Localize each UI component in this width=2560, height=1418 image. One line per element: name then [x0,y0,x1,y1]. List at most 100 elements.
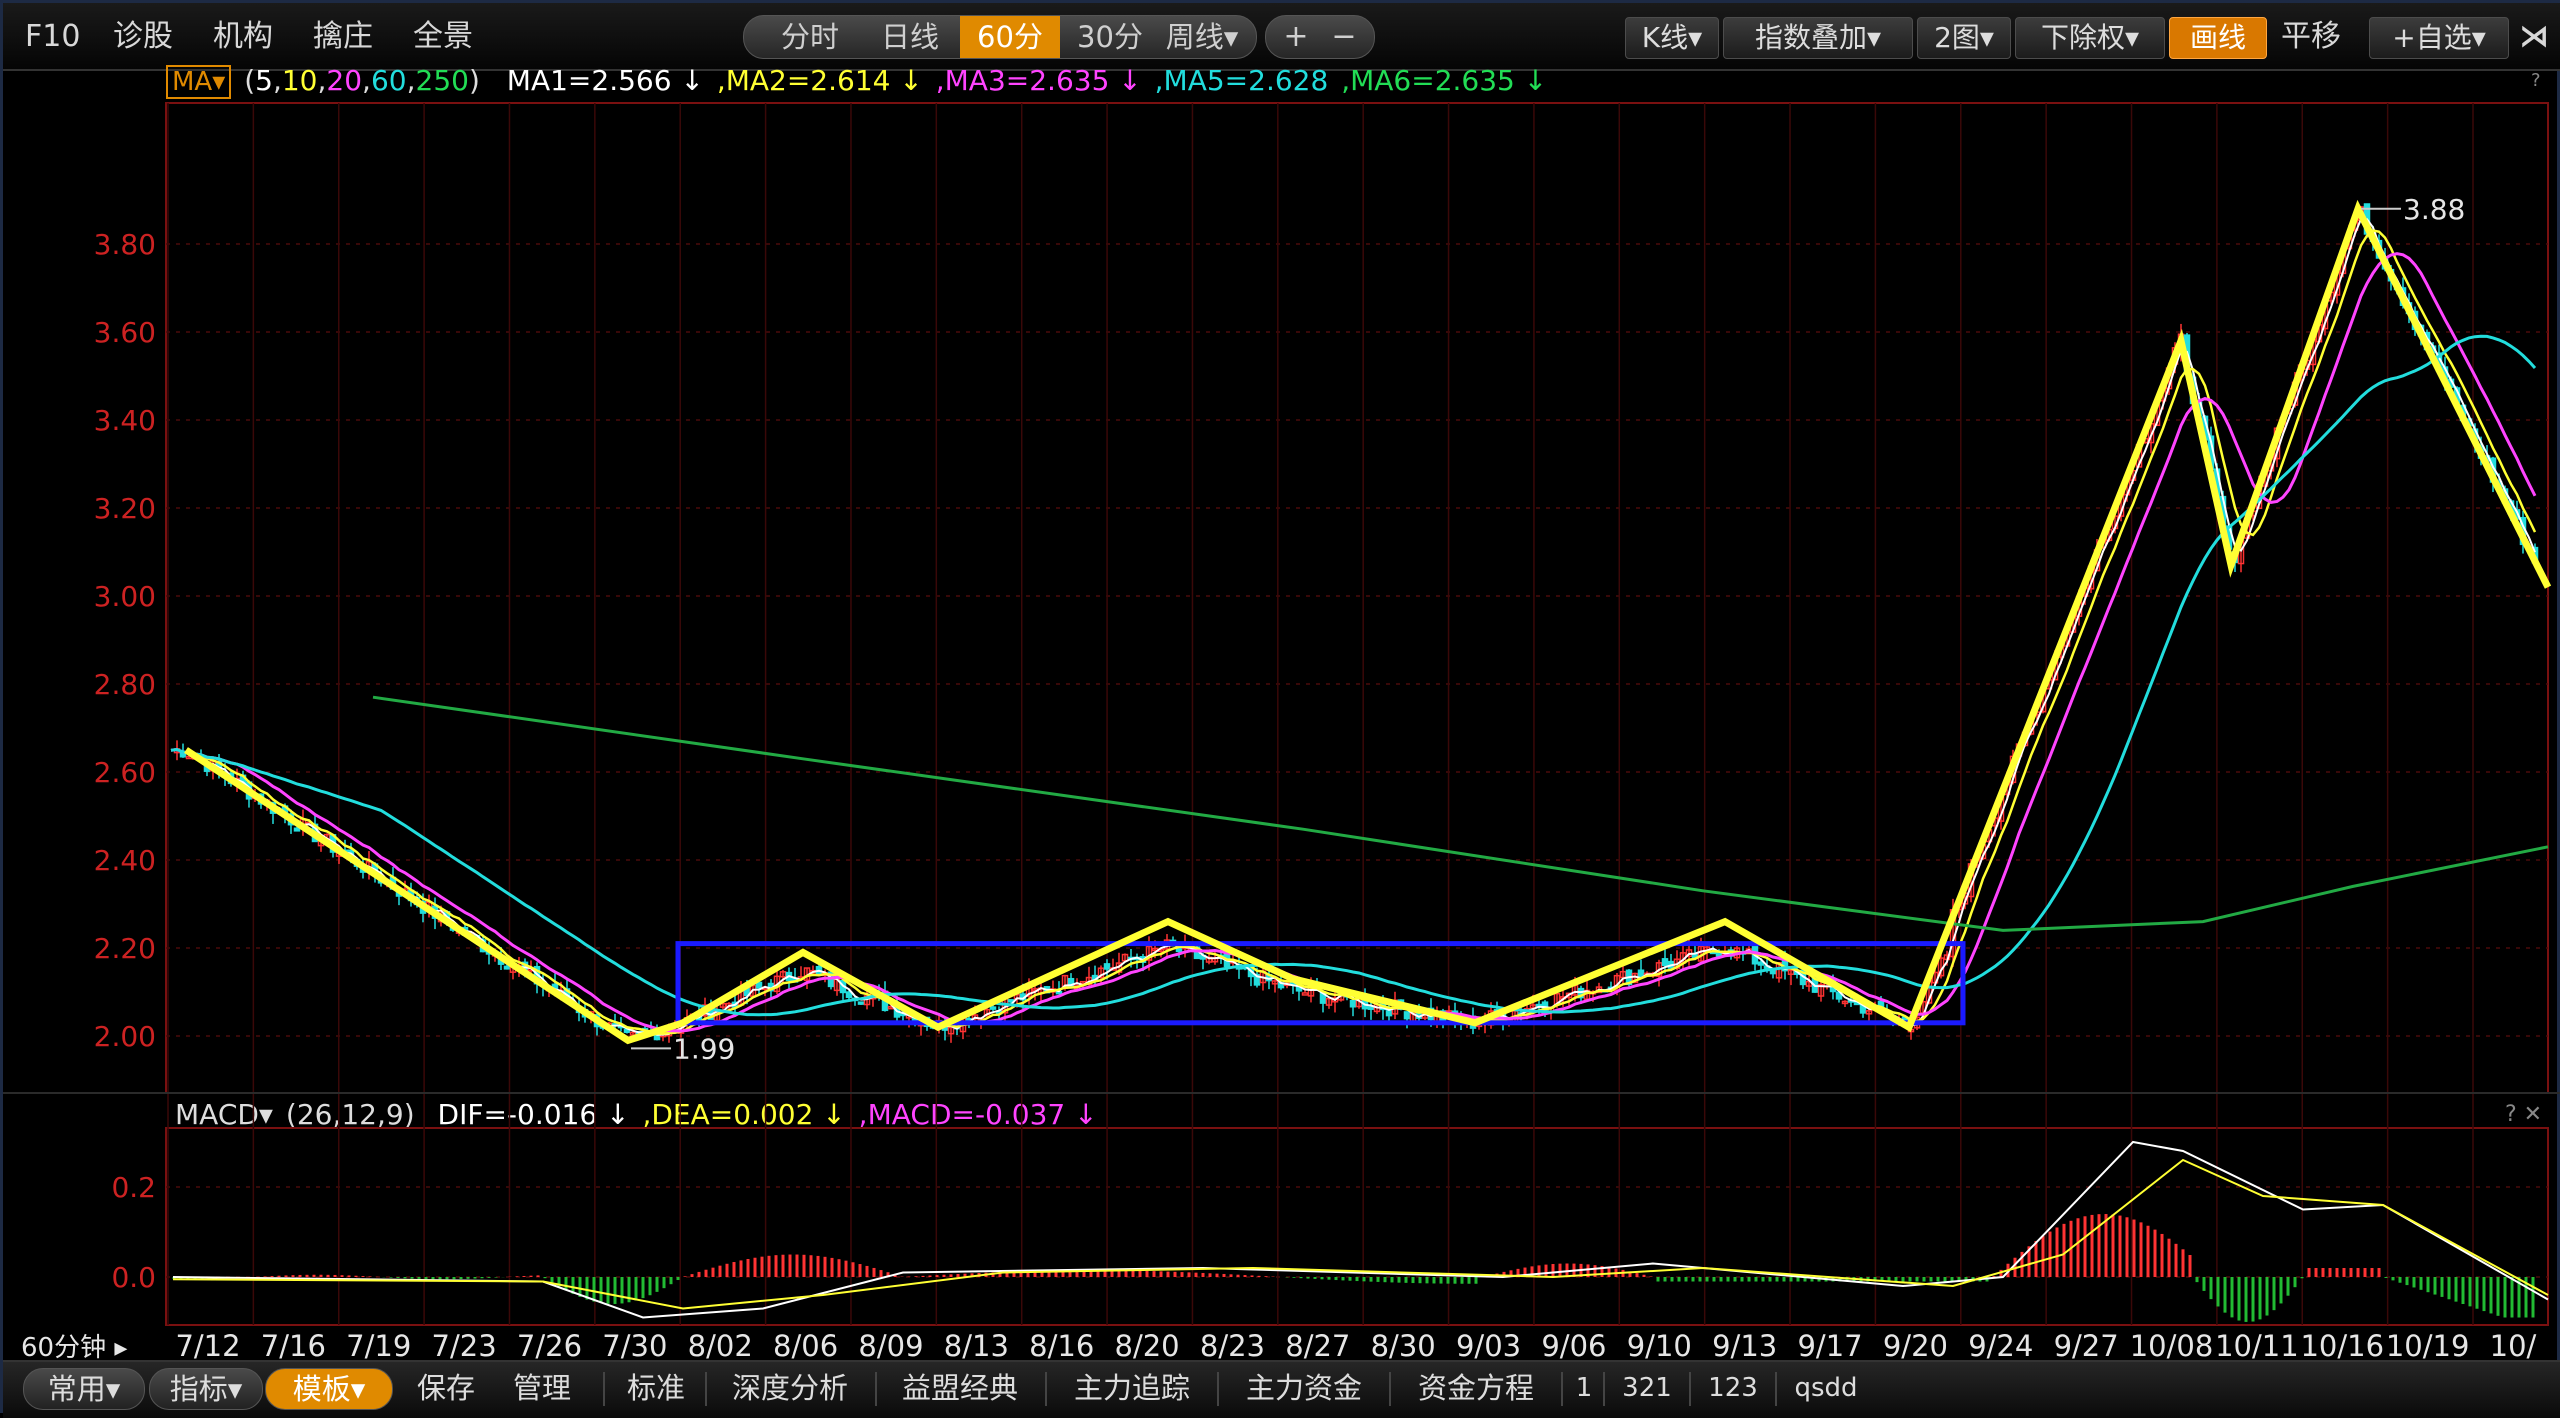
ma-indicator-header: MA▾ (5,10,20,60,250) MA1=2.566 ↓ ,MA2=2.… [166,63,1551,99]
candle-body [719,1002,727,1008]
price-tick-label: 3.40 [94,404,156,437]
time-axis-label: 7/30 [602,1329,667,1360]
time-axis-label: 8/30 [1371,1329,1436,1360]
zoom-out-button[interactable]: − [1331,19,1357,54]
tab-depth-analysis[interactable]: 深度分析 [731,1371,848,1405]
index-overlay-button[interactable]: 指数叠加▾ [1723,17,1913,59]
price-tick-label: 3.80 [94,228,156,261]
candle-body [1145,945,1153,961]
candle-body [293,827,301,832]
template-menu-button[interactable]: 模板▾ [265,1368,393,1410]
candle-body [779,971,787,978]
candle-body [1325,997,1333,1006]
tab-main-force-funds[interactable]: 主力资金 [1245,1371,1362,1405]
time-axis-label: 9/27 [2054,1329,2119,1360]
time-axis-label: 8/27 [1285,1329,1350,1360]
candle-body [1619,970,1627,979]
institution-button[interactable]: 机构 [213,19,273,54]
price-tick-label: 2.20 [94,932,156,965]
panorama-button[interactable]: 全景 [413,19,473,54]
zoom-controls: + − [1265,15,1375,59]
time-axis-label: 9/17 [1797,1329,1862,1360]
divider [875,1372,877,1406]
time-axis-label: 8/23 [1200,1329,1265,1360]
time-axis-label: 8/13 [944,1329,1009,1360]
time-axis-label: 7/23 [432,1329,497,1360]
time-axis-label: 8/02 [688,1329,753,1360]
tab-weekly[interactable]: 周线▾ [1165,20,1239,54]
tab-60min[interactable]: 60分 [960,16,1060,58]
candle-body [629,1031,637,1036]
candle-body [755,981,763,989]
time-axis-label: 8/09 [858,1329,923,1360]
time-axis-label: 10/16 [2300,1329,2384,1360]
ex-rights-button[interactable]: 下除权▾ [2015,17,2165,59]
indicator-menu-button[interactable]: 指标▾ [149,1368,263,1410]
dif-value: DIF=-0.016 ↓ [437,1098,630,1131]
high-price-label: 3.88 [2403,193,2465,226]
time-axis-label: 10/19 [2386,1329,2470,1360]
tab-emoney-classic[interactable]: 益盟经典 [901,1371,1018,1405]
divider [1775,1372,1777,1406]
ma1-value: MA1=2.566 ↓ [506,64,704,97]
ma-selector[interactable]: MA▾ [166,65,232,99]
candle-body [1097,967,1105,979]
ma6-value: ,MA6=2.635 ↓ [1341,64,1548,97]
common-menu-button[interactable]: 常用▾ [23,1368,145,1410]
ma3-value: ,MA3=2.635 ↓ [935,64,1142,97]
low-price-label: 1.99 [673,1032,735,1065]
candle-body [1841,1000,1849,1005]
tab-intraday[interactable]: 分时 [780,20,839,54]
price-tick-label: 3.60 [94,316,156,349]
candle-body [1865,1010,1873,1015]
price-tick-label: 3.20 [94,492,156,525]
catch-dealer-button[interactable]: 擒庄 [313,19,373,54]
tab-qsdd[interactable]: qsdd [1794,1373,1858,1403]
ma-params: (5,10,20,60,250) [244,64,480,97]
draw-line-button[interactable]: 画线 [2169,17,2267,59]
tab-321[interactable]: 321 [1622,1373,1672,1403]
tab-30min[interactable]: 30分 [1077,20,1143,54]
consolidation-box [675,941,1966,1026]
divider [1689,1372,1691,1406]
price-tick-label: 2.60 [94,756,156,789]
macd-pane-frame [165,1127,2549,1326]
macd-indicator-header: MACD▾ (26,12,9) DIF=-0.016 ↓ ,DEA=0.002 … [175,1097,1102,1133]
tab-main-force-tracking[interactable]: 主力追踪 [1073,1371,1190,1405]
zoom-in-button[interactable]: + [1283,19,1309,54]
ma-help-icon[interactable]: ? [2531,70,2541,91]
f10-button[interactable]: F10 [25,19,81,54]
diagnose-stock-button[interactable]: 诊股 [113,19,173,54]
two-charts-button[interactable]: 2图▾ [1917,17,2011,59]
time-axis-label: 10/08 [2130,1329,2214,1360]
time-axis-label: 10/11 [2215,1329,2299,1360]
tab-123[interactable]: 123 [1708,1373,1758,1403]
kline-type-button[interactable]: K线▾ [1625,17,1719,59]
divider [705,1372,707,1406]
candle-body [503,965,511,970]
macd-histogram [172,1214,2535,1322]
tab-1[interactable]: 1 [1575,1373,1593,1403]
price-tick-label: 3.00 [94,580,156,613]
save-button[interactable]: 保存 [416,1371,475,1405]
divider [1389,1372,1391,1406]
add-watchlist-button[interactable]: +自选▾ [2369,17,2509,59]
ma3-line [170,252,2537,1033]
ma5-value: ,MA5=2.628 [1154,64,1329,97]
macd-close-icon[interactable]: ? ✕ [2505,1102,2543,1127]
time-axis-label: 8/16 [1029,1329,1094,1360]
tab-standard[interactable]: 标准 [626,1371,685,1405]
macd-params: (26,12,9) [285,1098,415,1131]
collapse-icon[interactable]: ⋊ [2519,19,2549,54]
bottom-toolbar: 常用▾ 指标▾ 模板▾ 保存 管理 标准 深度分析 益盟经典 主力追踪 主力资金… [3,1360,2560,1418]
candle-body [989,1006,997,1010]
time-axis-label: 8/06 [773,1329,838,1360]
pan-button[interactable]: 平移 [2281,19,2341,54]
candle-body [845,991,853,999]
price-chart[interactable]: 3.80 3.60 3.40 3.20 3.00 2.80 2.60 2.40 2.20 2.00… [3,69,2560,1360]
tab-fund-equation[interactable]: 资金方程 [1417,1371,1534,1405]
tab-daily[interactable]: 日线 [880,20,939,54]
manage-button[interactable]: 管理 [512,1371,571,1405]
candle-body [1271,980,1279,985]
macd-selector[interactable]: MACD▾ [175,1098,273,1131]
